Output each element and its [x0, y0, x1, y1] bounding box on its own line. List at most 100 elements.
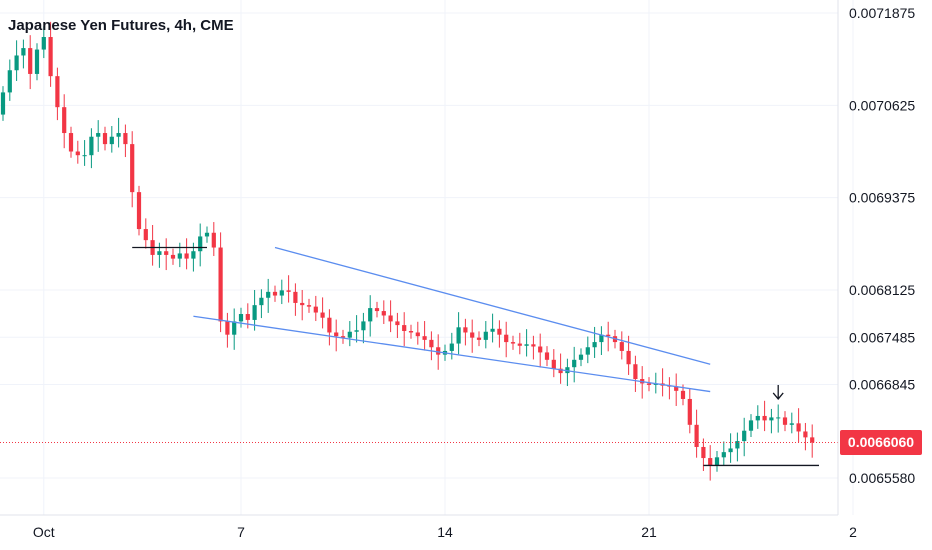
candle-body: [245, 314, 250, 320]
candle-body: [687, 398, 692, 425]
candle-body: [755, 415, 760, 421]
candle-body: [232, 321, 237, 335]
candle-body: [21, 48, 26, 56]
candle-body: [89, 136, 94, 156]
candle-body: [429, 339, 434, 348]
candle-body: [395, 321, 400, 326]
candle-body: [776, 417, 781, 419]
candle-body: [123, 133, 128, 145]
candle-body: [354, 330, 359, 332]
candle-body: [109, 136, 114, 145]
x-tick-label: Oct: [33, 524, 55, 540]
candle-body: [619, 342, 624, 351]
candle-body: [572, 359, 577, 368]
candle-body: [279, 290, 284, 296]
candle-body: [728, 448, 733, 453]
candle-body: [578, 354, 584, 360]
candle-body: [313, 306, 318, 313]
candle-body: [347, 331, 352, 338]
candle-body: [490, 328, 495, 332]
candle-body: [334, 332, 339, 337]
axes: 0.0071875 0.0070625 0.0069375 0.0068125 0.00…: [0, 0, 915, 540]
candle-body: [538, 346, 543, 353]
candle-body: [361, 321, 366, 331]
candle-body: [0, 92, 6, 115]
chart-title: Japanese Yen Futures, 4h, CME: [8, 17, 234, 34]
candle-body: [558, 368, 563, 374]
candle-body: [293, 291, 298, 303]
candle-body: [626, 350, 631, 365]
candle-body: [504, 334, 509, 343]
candle-body: [68, 133, 74, 152]
channel-lower-trendline: [193, 315, 711, 393]
candle-body: [327, 317, 332, 333]
candle-body: [762, 415, 767, 421]
candle-body: [422, 336, 427, 340]
candle-body: [82, 155, 87, 157]
candle-body: [177, 253, 182, 259]
candle-body: [782, 417, 788, 425]
candle-body: [694, 424, 699, 447]
candle-body: [286, 290, 291, 292]
candle-body: [368, 308, 373, 322]
y-tick-label: 0.0065580: [849, 470, 915, 486]
candle-body: [374, 308, 380, 312]
candle-body: [748, 420, 754, 431]
candle-body: [449, 343, 454, 351]
candle-body: [721, 452, 726, 458]
x-tick-label: 7: [237, 524, 245, 540]
candle-body: [225, 321, 230, 335]
arrow-head: [772, 392, 784, 400]
candle-body: [55, 76, 60, 108]
candle-body: [320, 312, 325, 318]
y-tick-label: 0.0070625: [849, 97, 915, 113]
candle-body: [742, 430, 747, 442]
candle-body: [252, 305, 257, 320]
candle-body: [701, 446, 706, 459]
candle-body: [436, 347, 441, 355]
candle-body: [7, 70, 12, 93]
candle-body: [769, 417, 774, 421]
candle-body: [238, 314, 244, 322]
candle-body: [96, 133, 101, 137]
annotations: [0, 246, 838, 467]
candle-body: [456, 327, 461, 344]
candle-body: [28, 48, 33, 74]
candle-body: [191, 251, 196, 259]
candle-body: [62, 107, 67, 134]
candle-body: [544, 352, 550, 360]
candle-body: [388, 315, 393, 322]
candle-body: [48, 37, 53, 77]
candle-body: [592, 342, 597, 348]
grid: [0, 0, 854, 515]
candle-body: [402, 325, 407, 332]
last-price-badge: 0.0066060: [840, 430, 922, 456]
x-tick-label: 14: [437, 524, 453, 540]
y-tick-label: 0.0069375: [849, 190, 915, 206]
candle-body: [476, 337, 482, 340]
candle-body: [259, 297, 264, 306]
candle-body: [796, 423, 801, 432]
candle-body: [340, 336, 346, 338]
channel-upper-trendline: [274, 246, 711, 365]
down-arrow-icon: [772, 384, 784, 400]
candle-body: [130, 144, 135, 193]
candle-body: [41, 37, 46, 50]
candle-body: [735, 441, 740, 449]
candle-body: [674, 386, 679, 391]
candle-body: [14, 55, 19, 71]
candle-body: [524, 344, 529, 346]
candle-body: [184, 253, 189, 259]
candle-body: [211, 232, 216, 248]
y-tick-label: 0.0068125: [849, 282, 915, 298]
candle-body: [306, 305, 312, 307]
candle-body: [646, 383, 652, 385]
candle-body: [680, 390, 686, 399]
candle-body: [585, 347, 590, 355]
candles: [0, 21, 815, 481]
candle-body: [102, 133, 108, 145]
candle-body: [810, 437, 815, 443]
candle-body: [218, 247, 223, 322]
